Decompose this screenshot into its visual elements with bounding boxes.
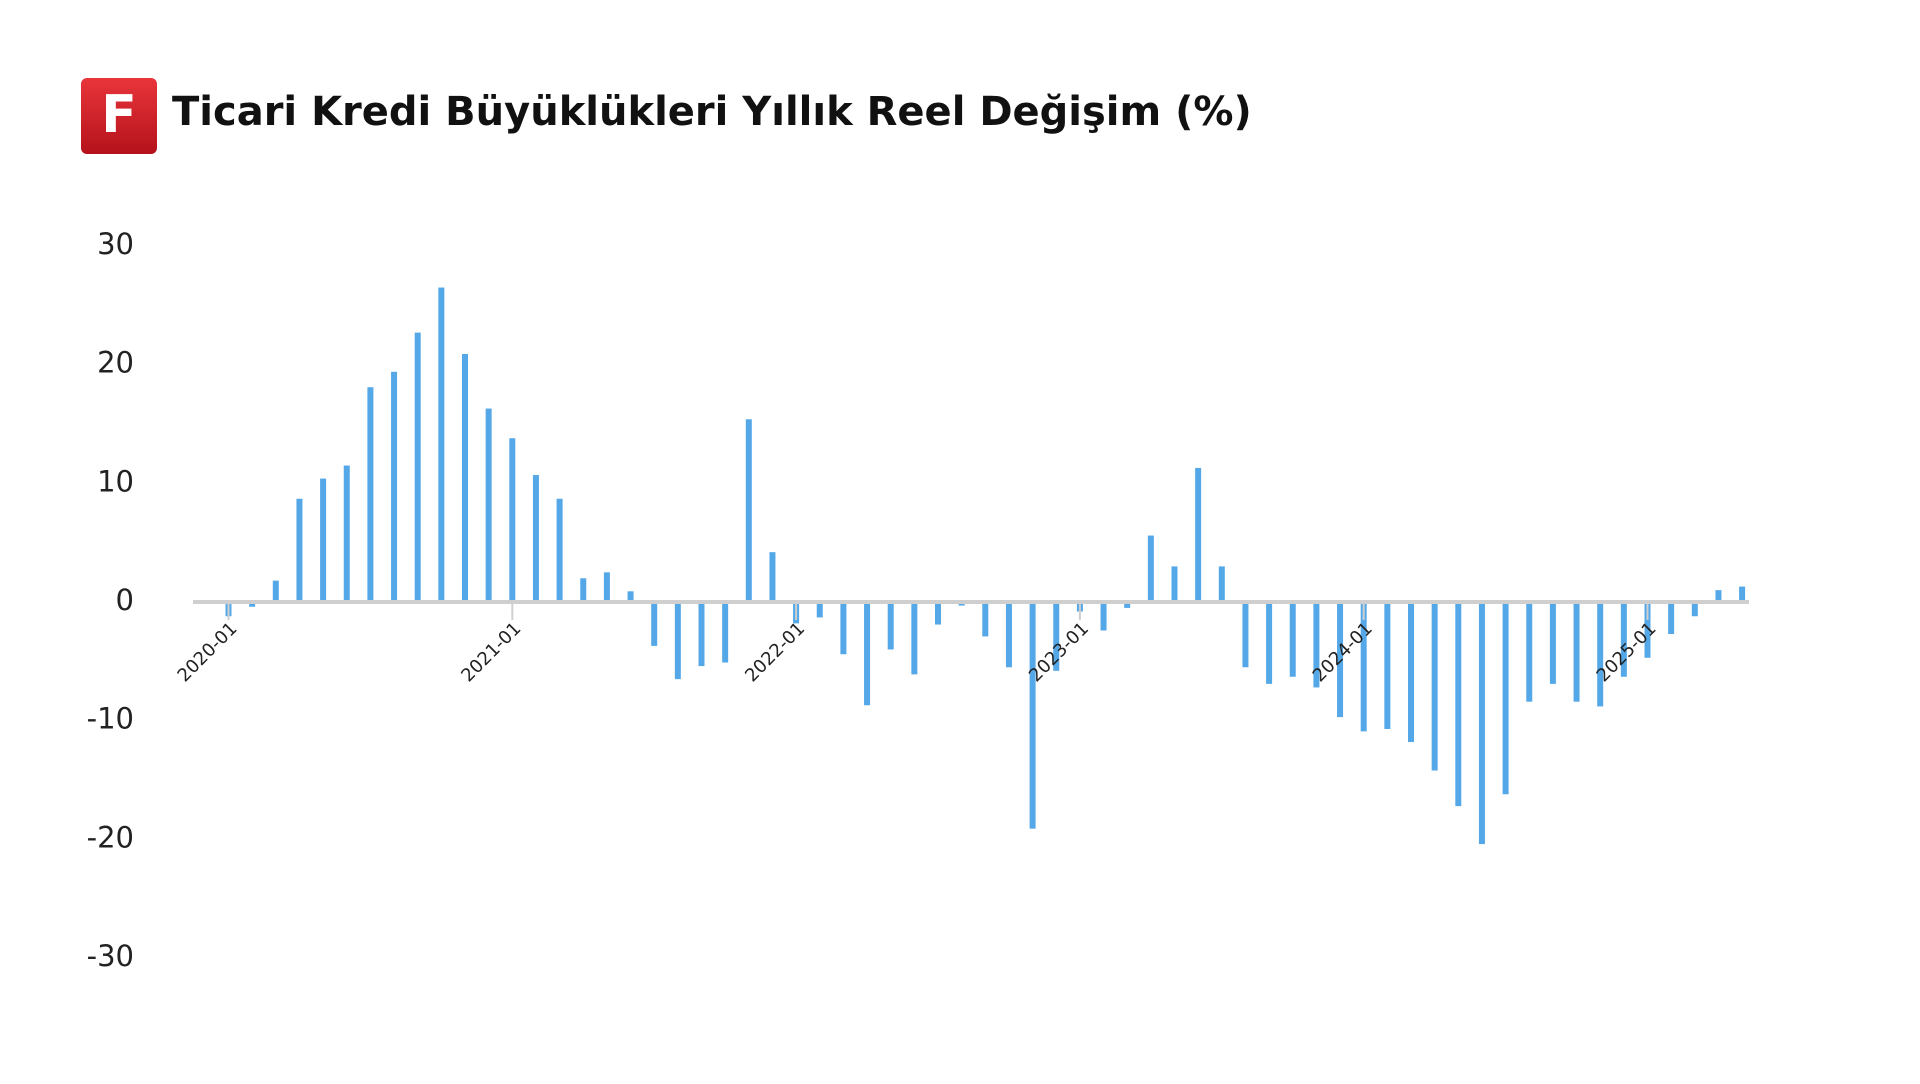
- bar: [485, 408, 492, 602]
- bar: [1597, 602, 1604, 707]
- logo: F: [101, 85, 137, 145]
- x-tick-label: 2021-01: [457, 618, 525, 686]
- bar: [462, 353, 468, 602]
- bar: [982, 602, 989, 637]
- bar: [1715, 590, 1722, 602]
- bar: [935, 602, 941, 625]
- bar: [698, 602, 705, 667]
- y-tick-label: -10: [87, 702, 134, 736]
- bar: [745, 419, 752, 602]
- bar: [1313, 602, 1320, 688]
- bar: [343, 465, 350, 602]
- bar: [911, 602, 918, 675]
- bar: [887, 602, 894, 650]
- bar: [1644, 602, 1651, 658]
- bar: [1384, 602, 1391, 729]
- bar: [367, 387, 374, 602]
- bar: [414, 332, 421, 602]
- bar: [1478, 602, 1485, 845]
- bar: [296, 498, 303, 602]
- bar: [1408, 602, 1414, 743]
- bar: [1668, 602, 1675, 635]
- bar: [603, 572, 610, 602]
- bar: [1431, 602, 1438, 771]
- bar: [1573, 602, 1580, 702]
- bar: [509, 438, 516, 602]
- bar: [391, 371, 398, 602]
- bar: [1691, 602, 1698, 617]
- bar: [1526, 602, 1533, 702]
- bar: [651, 602, 658, 646]
- bar: [722, 602, 729, 663]
- bar: [1147, 535, 1154, 602]
- y-tick-label: 30: [97, 227, 134, 261]
- bar: [249, 602, 256, 607]
- bar: [1360, 602, 1367, 732]
- bar: [438, 287, 445, 602]
- bar: [674, 602, 681, 680]
- y-tick-label: -30: [87, 939, 134, 973]
- y-tick-label: -20: [87, 820, 134, 854]
- bar: [1100, 602, 1107, 631]
- x-tick-label: 2022-01: [741, 618, 809, 686]
- bar: [1455, 602, 1462, 807]
- bar: [1266, 602, 1273, 684]
- bar: [272, 580, 279, 602]
- bar: [556, 498, 563, 602]
- bar: [1242, 602, 1249, 668]
- bar: [1171, 566, 1178, 602]
- bar: [1195, 467, 1202, 602]
- bar: [1053, 602, 1060, 671]
- bar: [1337, 602, 1344, 718]
- bar: [532, 475, 539, 602]
- bar: [840, 602, 847, 655]
- y-tick-label: 0: [116, 583, 134, 617]
- bar: [1289, 602, 1296, 677]
- y-tick-label: 10: [97, 464, 134, 498]
- bar: [627, 591, 634, 602]
- bar: [769, 552, 776, 602]
- bar: [1739, 586, 1746, 602]
- bar: [1502, 602, 1509, 795]
- x-tick-label: 2020-01: [174, 618, 242, 686]
- logo-box: [81, 78, 157, 154]
- bar: [320, 478, 327, 602]
- bar: [1029, 602, 1036, 829]
- bar: [580, 578, 587, 602]
- bar: [1620, 602, 1627, 677]
- y-tick-label: 20: [97, 346, 134, 380]
- bar: [1218, 566, 1225, 602]
- bar: [1005, 602, 1012, 668]
- bar: [1124, 602, 1131, 608]
- chart-title: Ticari Kredi Büyüklükleri Yıllık Reel De…: [172, 89, 1252, 135]
- bar: [816, 602, 823, 618]
- bar: [864, 602, 871, 706]
- bar: [1549, 602, 1556, 684]
